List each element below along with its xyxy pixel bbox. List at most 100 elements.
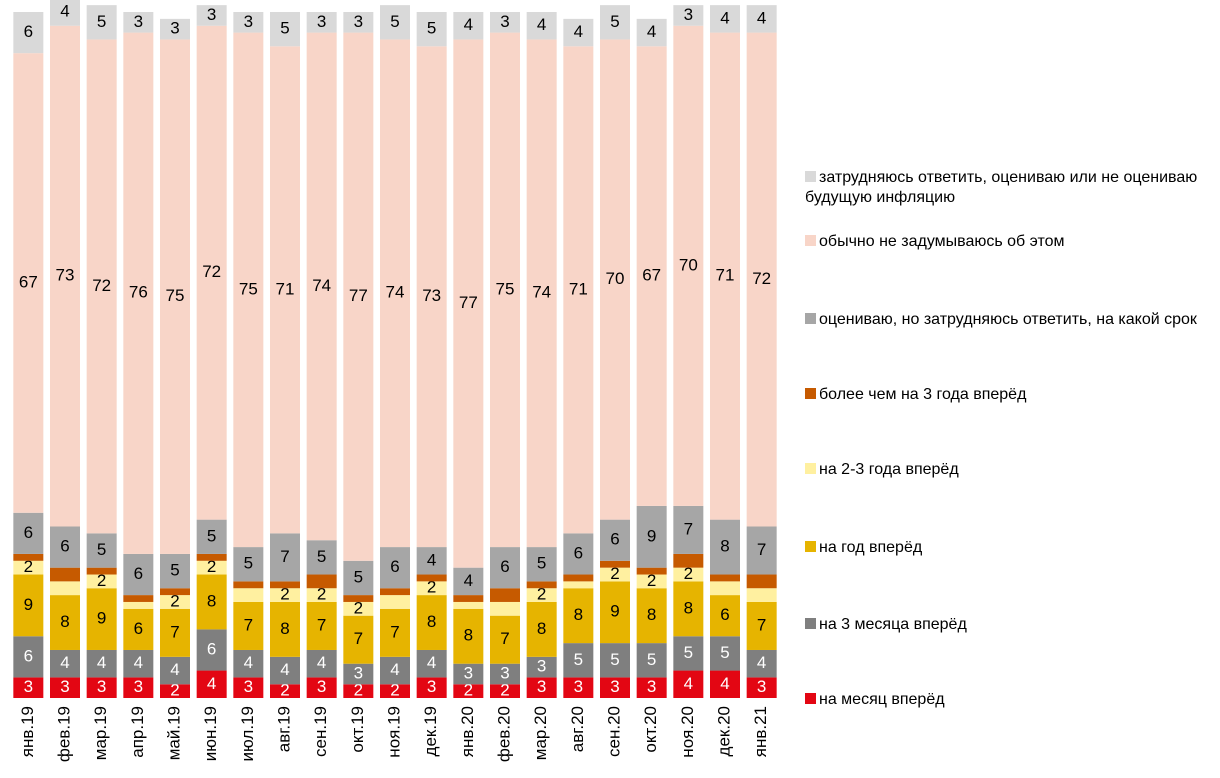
bar-segment (526, 12, 557, 40)
bar-segment (636, 46, 667, 506)
data-label: 4 (97, 653, 106, 672)
bar-segment (343, 12, 374, 33)
x-tick-label: фев.20 (494, 706, 513, 762)
bar-segment (50, 581, 80, 596)
bar-segment (306, 12, 337, 33)
data-label: 2 (354, 598, 363, 617)
data-label: 5 (244, 554, 253, 573)
bar-segment (123, 32, 154, 554)
bar-segment (563, 677, 594, 698)
bar-segment (746, 677, 777, 698)
data-label: 3 (684, 5, 693, 24)
legend-swatch (805, 235, 816, 246)
data-label: 2 (280, 681, 289, 700)
x-tick-label: апр.19 (128, 706, 147, 758)
legend-swatch (805, 171, 816, 182)
bar-segment (490, 32, 520, 548)
bar-segment (746, 574, 777, 589)
bar-segment (673, 670, 704, 698)
bar-segment (196, 25, 227, 520)
data-label: 3 (244, 12, 253, 31)
data-label: 9 (647, 526, 656, 545)
bar-segment (710, 5, 740, 33)
data-label: 2 (390, 681, 399, 700)
data-label: 5 (317, 547, 326, 566)
bar-segment (270, 581, 300, 589)
bar-segment (380, 608, 410, 657)
bar-segment (600, 5, 630, 40)
bar-segment (196, 553, 227, 561)
bar-segment (196, 670, 227, 698)
data-label: 3 (170, 19, 179, 38)
data-label: 2 (610, 564, 619, 583)
data-label: 8 (207, 591, 216, 610)
data-label: 5 (537, 554, 546, 573)
data-label: 9 (24, 595, 33, 614)
bar-segment (636, 588, 667, 644)
bar-segment (270, 684, 300, 698)
data-label: 77 (349, 286, 368, 305)
data-label: 67 (642, 266, 661, 285)
bar-segment (380, 5, 410, 40)
data-label: 2 (500, 681, 509, 700)
legend-entry: на 3 месяца вперёд (805, 615, 1205, 635)
bar-segment (50, 526, 80, 568)
legend-entry: оцениваю, но затрудняюсь ответить, на ка… (805, 310, 1205, 330)
bar-segment (233, 32, 264, 548)
bar-segment (490, 12, 520, 33)
data-label: 3 (97, 677, 106, 696)
legend-swatch (805, 388, 816, 399)
data-label: 6 (720, 605, 729, 624)
bar-segment (416, 677, 447, 698)
bar-segment (710, 32, 740, 520)
bar-segment (453, 595, 484, 602)
bar-segment (270, 12, 300, 47)
data-label: 2 (647, 571, 656, 590)
bar-segment (196, 519, 227, 554)
data-label: 8 (60, 612, 69, 631)
data-label: 3 (500, 12, 509, 31)
bar-segment (636, 574, 667, 589)
bar-segment (746, 601, 777, 650)
bar-segment (526, 601, 557, 657)
data-label: 2 (280, 585, 289, 604)
data-label: 4 (317, 653, 326, 672)
bar-segment (50, 25, 80, 527)
bar-segment (746, 588, 777, 602)
data-label: 2 (537, 585, 546, 604)
bar-segment (636, 505, 667, 568)
data-label: 4 (280, 660, 289, 679)
legend-swatch (805, 313, 816, 324)
bar-segment (270, 533, 300, 582)
data-label: 9 (97, 609, 106, 628)
data-label: 2 (207, 557, 216, 576)
data-label: 3 (354, 12, 363, 31)
bar-segment (196, 629, 227, 671)
x-tick-label: июл.19 (238, 706, 257, 761)
x-tick-label: сен.20 (604, 706, 623, 757)
data-label: 6 (610, 530, 619, 549)
bar-segment (306, 588, 337, 602)
bar-segment (746, 649, 777, 678)
bar-segment (600, 677, 630, 698)
bar-segment (380, 588, 410, 596)
bar-segment (673, 25, 704, 506)
bar-segment (453, 39, 484, 568)
bar-segment (600, 519, 630, 561)
data-label: 4 (134, 653, 143, 672)
bar-segment (526, 656, 557, 678)
data-label: 9 (610, 602, 619, 621)
legend-label: оцениваю, но затрудняюсь ответить, на ка… (819, 311, 1197, 328)
bar-segment (526, 547, 557, 582)
data-label: 3 (24, 677, 33, 696)
bar-segment (270, 46, 300, 534)
data-label: 7 (317, 615, 326, 634)
bar-segment (453, 684, 484, 698)
bar-segment (123, 608, 154, 650)
bar-segment (270, 656, 300, 685)
data-label: 72 (202, 262, 221, 281)
data-label: 3 (354, 663, 363, 682)
bar-segment (13, 12, 44, 54)
bar-segment (123, 649, 154, 678)
bar-segment (86, 5, 117, 40)
